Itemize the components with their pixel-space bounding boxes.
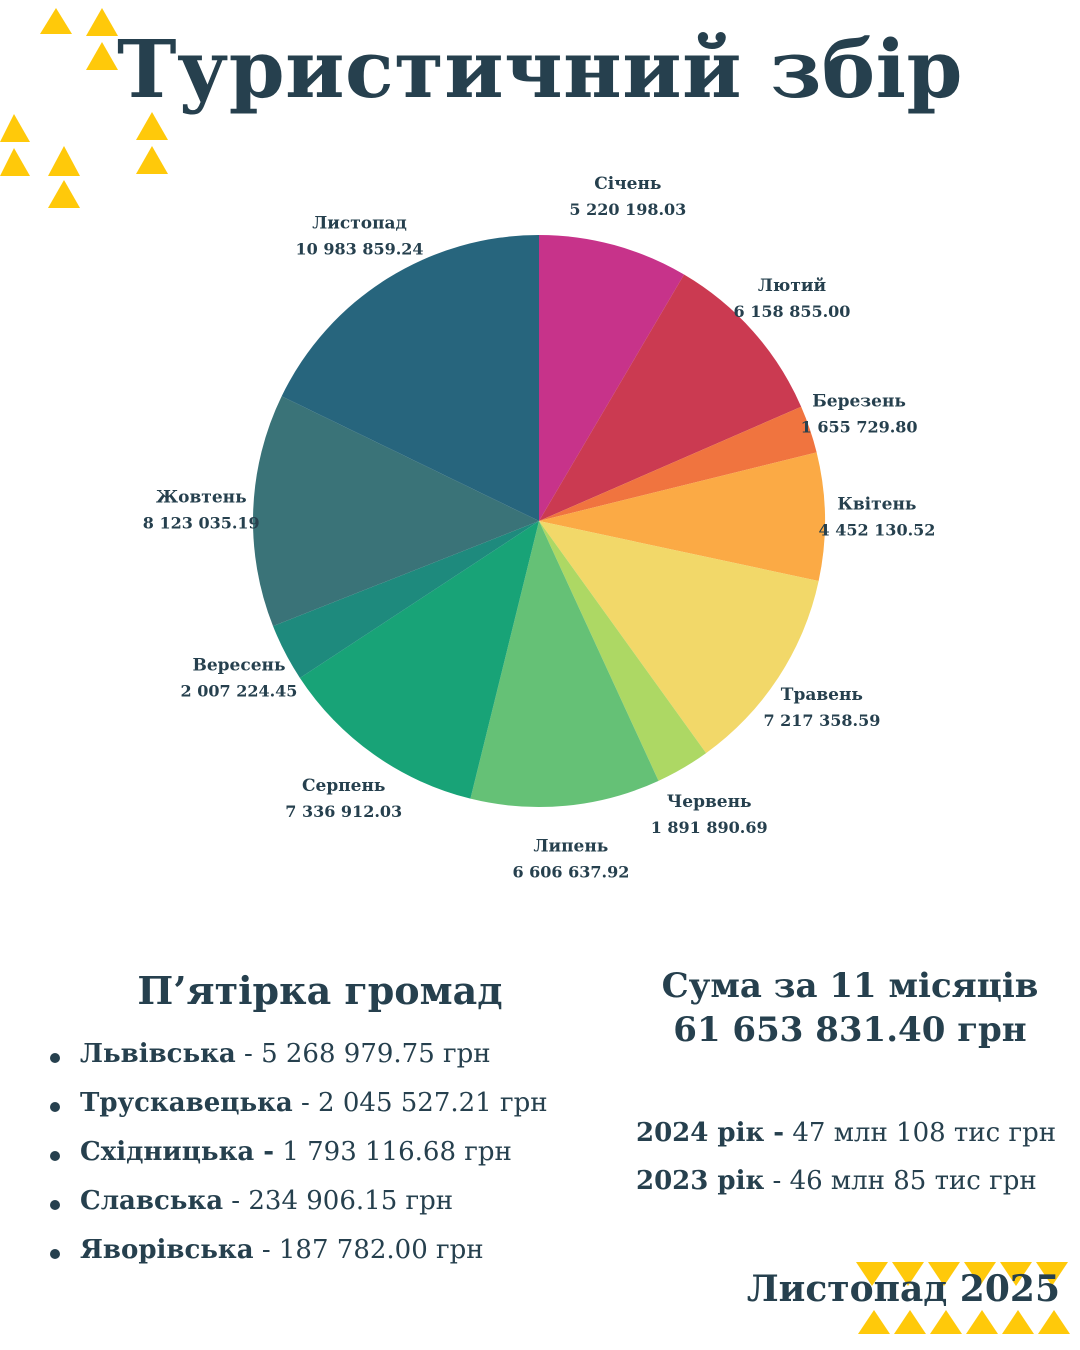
slice-value-label: 1 655 729.80: [801, 418, 918, 437]
pie-slice: [539, 406, 817, 521]
slice-label: Червень: [667, 792, 752, 812]
year-row: 2024 рік - 47 млн 108 тис грн: [636, 1118, 1057, 1148]
slice-label: Березень: [812, 392, 906, 412]
total-label: Сума за 11 місяців: [661, 966, 1039, 1006]
period-label: Листопад 2025: [746, 1268, 1060, 1310]
year-row: 2023 рік - 46 млн 85 тис грн: [636, 1166, 1037, 1196]
slice-label: Липень: [533, 836, 608, 856]
total-summary: Сума за 11 місяців 61 653 831.40 грн: [610, 964, 1080, 1052]
top-five-communities: П’ятірка громад Львівська - 5 268 979.75…: [40, 968, 600, 1284]
pie-slice: [253, 396, 540, 627]
list-item: Трускавецька - 2 045 527.21 грн: [40, 1088, 600, 1137]
pie-slice: [273, 521, 539, 678]
pie-slice: [539, 274, 802, 521]
pie-slice: [281, 235, 539, 521]
pie-slice: [539, 521, 819, 754]
slice-value-label: 7 336 912.03: [285, 802, 402, 821]
slice-value-label: 6 158 855.00: [734, 302, 851, 321]
slice-value-label: 10 983 859.24: [296, 240, 424, 259]
slice-value-label: 5 220 198.03: [569, 200, 686, 219]
pie-chart: Січень 5 220 198.03 Лютий 6 158 855.00 Берез…: [143, 174, 936, 882]
slice-value-label: 8 123 035.19: [143, 513, 260, 532]
pie-slice: [470, 521, 659, 807]
previous-years: 2024 рік - 47 млн 108 тис грн 2023 рік -…: [636, 1118, 1056, 1214]
list-item: Східницька - 1 793 116.68 грн: [40, 1137, 600, 1186]
pie-slice: [539, 235, 685, 521]
pie-slice: [299, 521, 539, 799]
slice-value-label: 2 007 224.45: [181, 682, 298, 701]
top-five-heading: П’ятірка громад: [137, 968, 503, 1013]
list-item: Львівська - 5 268 979.75 грн: [40, 1039, 600, 1088]
slice-value-label: 4 452 130.52: [819, 521, 936, 540]
slice-value-label: 1 891 890.69: [651, 818, 768, 837]
slice-label: Серпень: [302, 776, 385, 796]
list-item: Яворівська - 187 782.00 грн: [40, 1235, 600, 1284]
list-item: Славська - 234 906.15 грн: [40, 1186, 600, 1235]
slice-label: Вересень: [192, 656, 285, 676]
slice-label: Квітень: [837, 495, 916, 515]
total-amount: 61 653 831.40 грн: [673, 1010, 1027, 1050]
slice-value-label: 6 606 637.92: [512, 862, 629, 881]
slice-label: Жовтень: [156, 487, 247, 507]
slice-label: Листопад: [312, 214, 407, 234]
slice-label: Січень: [594, 174, 661, 194]
slice-label: Травень: [781, 685, 863, 705]
page-title: Туристичний збір: [116, 22, 963, 116]
slice-value-label: 7 217 358.59: [763, 711, 880, 730]
slice-label: Лютий: [758, 276, 827, 296]
pie-slice: [539, 452, 825, 581]
top-five-list: Львівська - 5 268 979.75 грн Трускавецьк…: [40, 1039, 600, 1284]
pie-slice: [539, 521, 707, 781]
